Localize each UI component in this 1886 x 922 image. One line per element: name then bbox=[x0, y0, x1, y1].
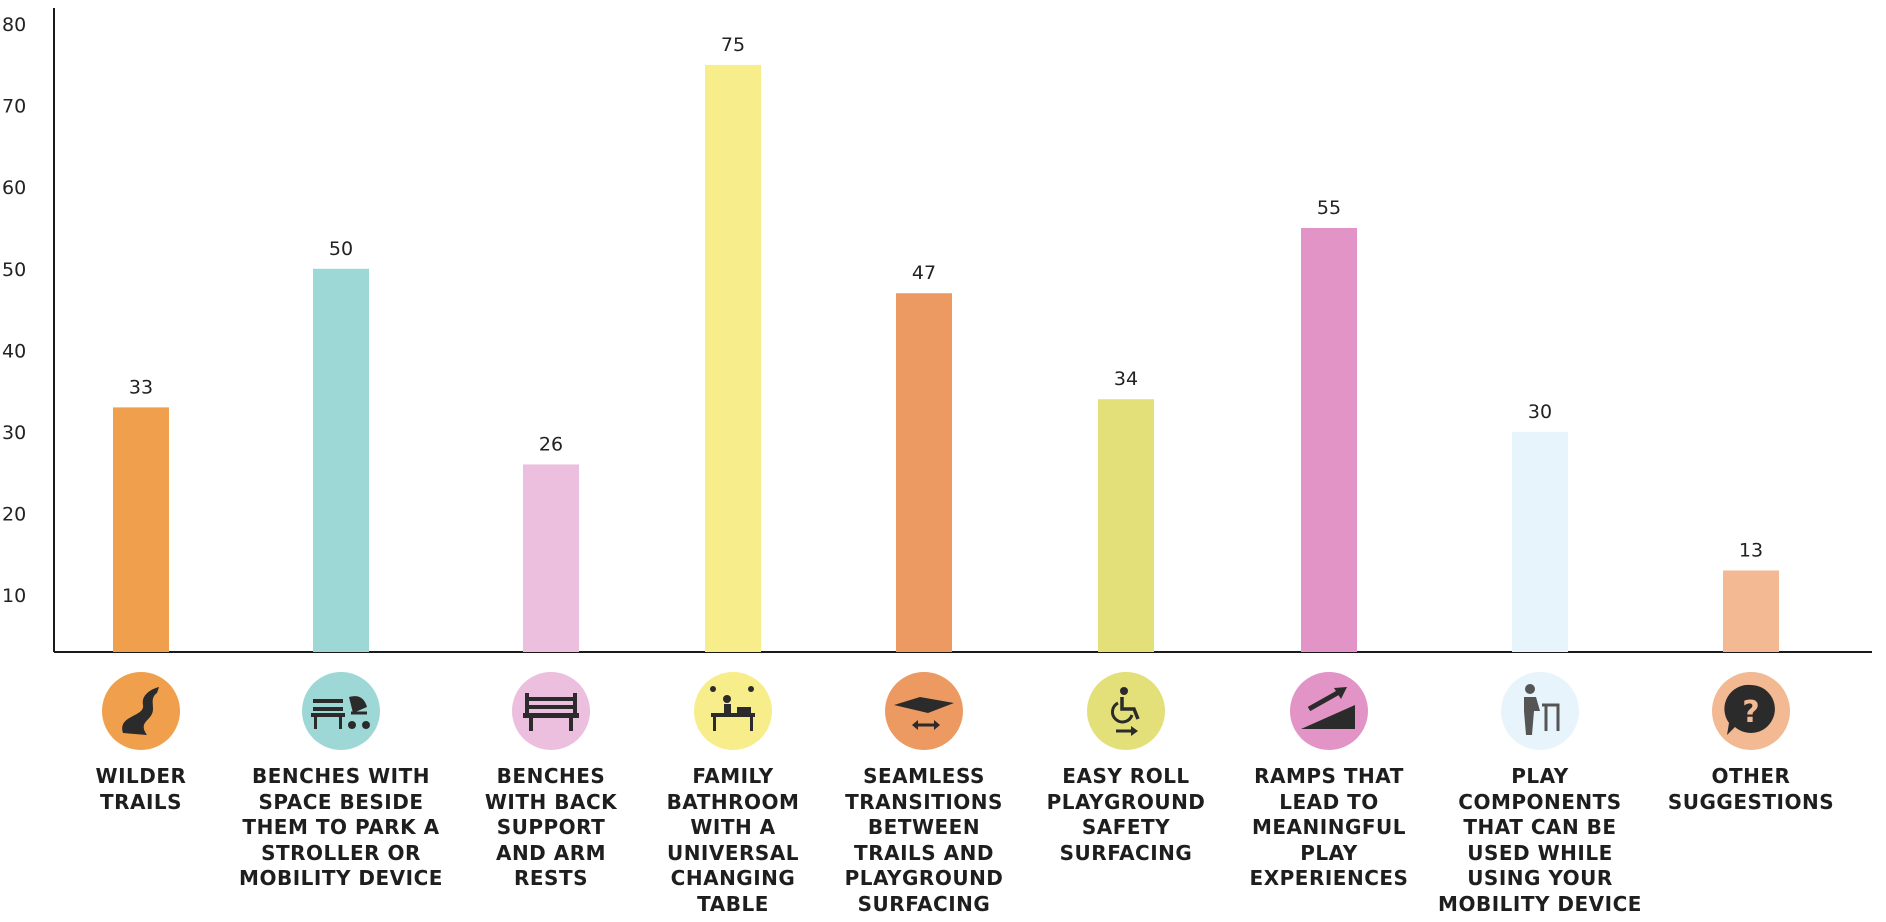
x-category-label: PLAY COMPONENTS THAT CAN BE USED WHILE U… bbox=[1425, 764, 1655, 917]
bars: 33 50 26 75 47 34 55 30 13 bbox=[113, 34, 1779, 652]
bar bbox=[1512, 431, 1568, 652]
x-category-label: BENCHES WITH SPACE BESIDE THEM TO PARK A… bbox=[226, 764, 456, 892]
bench-icon bbox=[512, 672, 590, 750]
x-category-label: FAMILY BATHROOM WITH A UNIVERSAL CHANGIN… bbox=[618, 764, 848, 917]
changing-table-icon bbox=[694, 672, 772, 750]
bar bbox=[1723, 570, 1779, 652]
x-category-label-text: BENCHES WITH SPACE BESIDE THEM TO PARK A… bbox=[239, 764, 443, 890]
y-tick-label: 40 bbox=[2, 340, 26, 362]
bar bbox=[705, 64, 761, 652]
x-category-label-text: FAMILY BATHROOM WITH A UNIVERSAL CHANGIN… bbox=[666, 764, 800, 916]
bar-value-label: 13 bbox=[1739, 539, 1763, 561]
bar bbox=[896, 293, 952, 652]
question-icon: ? bbox=[1712, 672, 1790, 750]
bar bbox=[1301, 228, 1357, 652]
bar-value-label: 50 bbox=[329, 238, 353, 260]
winding-trail-icon bbox=[102, 672, 180, 750]
bar-value-label: 55 bbox=[1317, 197, 1341, 219]
x-category-label: EASY ROLL PLAYGROUND SAFETY SURFACING bbox=[1011, 764, 1241, 866]
x-category-label-text: SEAMLESS TRANSITIONS BETWEEN TRAILS AND … bbox=[844, 764, 1004, 916]
x-category-label-text: BENCHES WITH BACK SUPPORT AND ARM RESTS bbox=[484, 764, 618, 890]
y-tick-label: 80 bbox=[2, 14, 26, 36]
transition-surface-icon bbox=[885, 672, 963, 750]
y-tick-label: 50 bbox=[2, 259, 26, 281]
bench-stroller-icon bbox=[302, 672, 380, 750]
x-category-label: WILDER TRAILS bbox=[26, 764, 256, 815]
bar-value-label: 33 bbox=[129, 376, 153, 398]
bar-value-label: 75 bbox=[721, 34, 745, 56]
walker-icon bbox=[1501, 672, 1579, 750]
bar-value-label: 47 bbox=[912, 262, 936, 284]
x-category-label-text: WILDER TRAILS bbox=[95, 764, 187, 814]
bar bbox=[313, 268, 369, 652]
bar-value-label: 30 bbox=[1528, 401, 1552, 423]
y-tick-label: 10 bbox=[2, 585, 26, 607]
category-icons: ? bbox=[102, 672, 1790, 750]
y-tick-label: 60 bbox=[2, 177, 26, 199]
wheelchair-icon bbox=[1087, 672, 1165, 750]
bar bbox=[1098, 399, 1154, 652]
x-category-label: OTHER SUGGESTIONS bbox=[1636, 764, 1866, 815]
bar bbox=[113, 407, 169, 652]
bar bbox=[523, 464, 579, 652]
x-category-label-text: PLAY COMPONENTS THAT CAN BE USED WHILE U… bbox=[1438, 764, 1642, 916]
x-category-label: RAMPS THAT LEAD TO MEANINGFUL PLAY EXPER… bbox=[1214, 764, 1444, 892]
y-tick-label: 20 bbox=[2, 503, 26, 525]
x-category-label-text: OTHER SUGGESTIONS bbox=[1667, 764, 1835, 814]
bar-value-label: 34 bbox=[1114, 368, 1138, 390]
x-category-label-text: RAMPS THAT LEAD TO MEANINGFUL PLAY EXPER… bbox=[1249, 764, 1409, 890]
bar-value-label: 26 bbox=[539, 433, 563, 455]
y-tick-label: 30 bbox=[2, 422, 26, 444]
ramp-icon bbox=[1290, 672, 1368, 750]
x-category-label: SEAMLESS TRANSITIONS BETWEEN TRAILS AND … bbox=[809, 764, 1039, 917]
x-category-label: BENCHES WITH BACK SUPPORT AND ARM RESTS bbox=[436, 764, 666, 892]
y-tick-label: 70 bbox=[2, 96, 26, 118]
x-category-label-text: EASY ROLL PLAYGROUND SAFETY SURFACING bbox=[1046, 764, 1206, 865]
svg-text:?: ? bbox=[1742, 695, 1759, 730]
